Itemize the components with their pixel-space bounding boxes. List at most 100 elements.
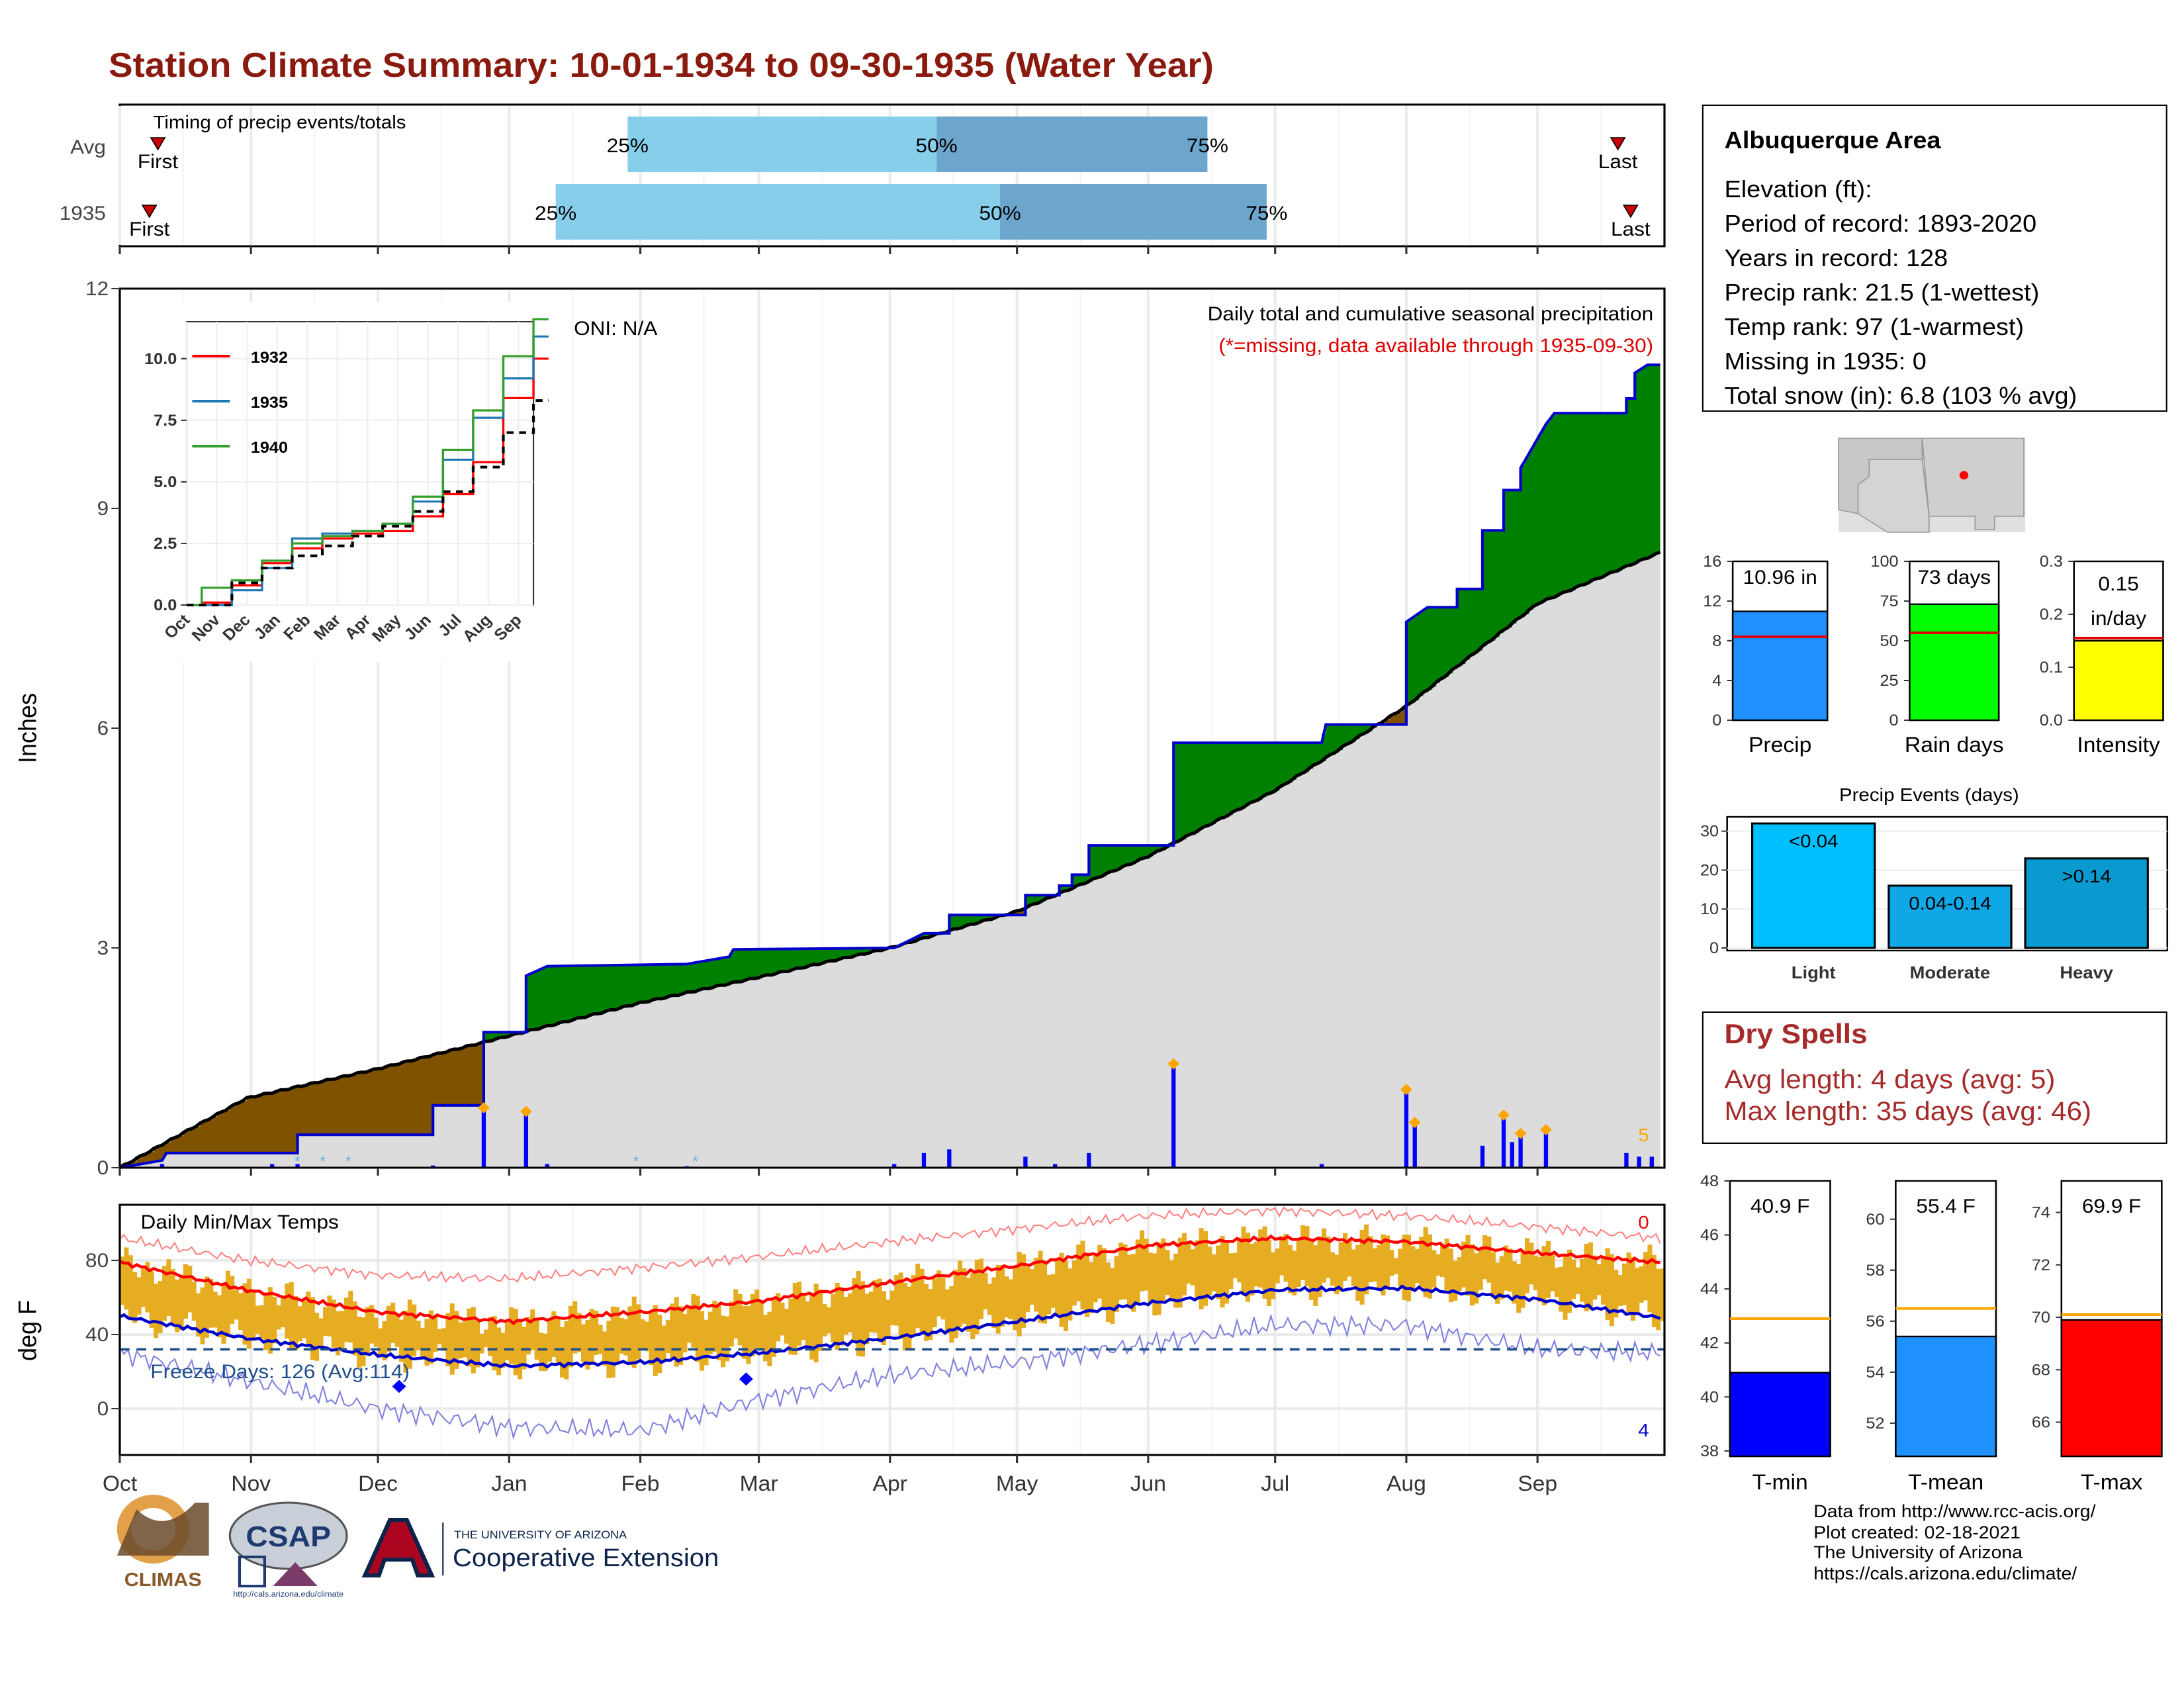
- daily-temp-bar: [1453, 1260, 1458, 1301]
- daily-temp-bar: [175, 1280, 180, 1333]
- daily-temp-bar: [712, 1300, 717, 1352]
- daily-temp-bar: [407, 1299, 412, 1369]
- first-event-marker: [150, 137, 166, 151]
- daily-temp-bar: [868, 1291, 874, 1333]
- heavy-day-marker: [1514, 1127, 1527, 1139]
- daily-temp-bar: [1393, 1258, 1398, 1274]
- legend-1932: 1932: [251, 350, 288, 367]
- avg-min-line: [118, 1284, 1661, 1369]
- timing-label-50: 50%: [979, 202, 1021, 224]
- daily-temp-bar: [707, 1311, 713, 1354]
- daily-temp-bar: [1308, 1239, 1314, 1300]
- summary-label: Intensity: [2077, 733, 2160, 757]
- snow-marker: *: [295, 1154, 300, 1170]
- daily-precip-bar: [892, 1164, 897, 1168]
- daily-temp-bar: [428, 1310, 433, 1364]
- daily-temp-bar: [995, 1264, 1001, 1334]
- daily-temp-bar: [551, 1311, 557, 1358]
- daily-temp-bar: [314, 1313, 320, 1361]
- daily-temp-bar: [1486, 1236, 1492, 1283]
- temp-summary-y-tick: 46: [1700, 1227, 1719, 1244]
- daily-temp-bar: [615, 1307, 620, 1365]
- last-event-label: Last: [1611, 218, 1651, 240]
- month-label-apr: Apr: [873, 1472, 907, 1495]
- daily-temp-bar: [1008, 1279, 1013, 1319]
- daily-temp-bar: [771, 1297, 776, 1357]
- daily-temp-bar: [437, 1329, 442, 1344]
- daily-temp-bar: [234, 1289, 239, 1320]
- daily-temp-bar: [1224, 1241, 1229, 1304]
- temp-summary-y-tick: 38: [1700, 1442, 1719, 1460]
- daily-temp-bar: [1524, 1238, 1530, 1293]
- temp-summary-y-tick: 56: [1866, 1313, 1884, 1330]
- daily-temp-bar: [1050, 1274, 1056, 1308]
- temp-summary-bar-t-mean: [1895, 1335, 1997, 1458]
- daily-temp-bar: [1017, 1252, 1022, 1336]
- timing-label-25: 25%: [607, 134, 649, 157]
- daily-temp-bar: [610, 1306, 615, 1378]
- heavy-day-marker: [477, 1102, 490, 1113]
- daily-temp-bar: [894, 1275, 899, 1326]
- daily-temp-bar: [1571, 1259, 1576, 1299]
- daily-temp-bar: [1402, 1235, 1407, 1300]
- daily-temp-bar: [416, 1321, 421, 1351]
- daily-temp-bar: [1089, 1262, 1094, 1313]
- daily-temp-bar: [322, 1307, 328, 1336]
- daily-temp-bar: [1368, 1236, 1373, 1283]
- daily-temp-bar: [966, 1278, 971, 1332]
- daily-precip-bar: [1649, 1156, 1654, 1168]
- summary-y-tick: 75: [1880, 593, 1898, 610]
- station-location-marker: [1959, 471, 1969, 480]
- daily-temp-bar: [154, 1284, 159, 1338]
- daily-temp-bar: [136, 1277, 142, 1315]
- daily-temp-bar: [716, 1303, 721, 1360]
- snow-marker: *: [633, 1154, 639, 1170]
- station-precip-rank: Precip rank: 21.5 (1-wettest): [1724, 279, 2040, 306]
- daily-temp-bar: [970, 1272, 976, 1340]
- record-max-line: [119, 1206, 1661, 1283]
- daily-temp-bar: [1156, 1242, 1161, 1315]
- daily-temp-bar: [1076, 1244, 1081, 1301]
- daily-temp-bar: [691, 1293, 696, 1348]
- inset-chart: 0.02.55.07.510.0OctNovDecJanFebMarAprMay…: [134, 302, 549, 662]
- daily-temp-bar: [741, 1306, 747, 1359]
- daily-temp-bar: [378, 1328, 383, 1358]
- heavy-day-marker: [1408, 1117, 1421, 1129]
- state-map: [1838, 438, 2026, 533]
- month-label-jul: Jul: [1261, 1472, 1289, 1495]
- daily-temp-bar: [936, 1270, 942, 1317]
- daily-temp-bar: [813, 1284, 819, 1363]
- dry-spells-title: Dry Spells: [1724, 1019, 1868, 1050]
- daily-temp-bar: [1592, 1255, 1598, 1300]
- daily-temp-bar: [729, 1301, 734, 1347]
- month-label-mar: Mar: [740, 1472, 778, 1495]
- dry-spells-avg: Avg length: 4 days (avg: 5): [1724, 1066, 2056, 1095]
- daily-temp-bar: [1385, 1235, 1390, 1288]
- daily-temp-bar: [1165, 1250, 1170, 1295]
- daily-temp-bar: [1410, 1246, 1416, 1291]
- daily-temp-bar: [1317, 1236, 1322, 1297]
- summary-y-tick: 0.1: [2040, 659, 2063, 677]
- daily-temp-bar: [267, 1287, 273, 1354]
- daily-precip-bar: [270, 1164, 275, 1168]
- summary-y-tick: 100: [1870, 553, 1898, 571]
- daily-temp-bar: [1084, 1252, 1089, 1317]
- daily-temp-bar: [1651, 1254, 1657, 1327]
- summary-y-tick: 4: [1712, 673, 1721, 690]
- daily-temp-bar: [1499, 1256, 1504, 1299]
- summary-y-tick: 16: [1703, 553, 1721, 571]
- snow-marker: *: [692, 1154, 698, 1170]
- credit-university: The University of Arizona: [1813, 1542, 2023, 1562]
- daily-temp-bar: [682, 1314, 688, 1353]
- csap-url: http://cals.arizona.edu/climate: [233, 1589, 343, 1599]
- daily-temp-bar: [547, 1320, 552, 1362]
- daily-temp-bar: [357, 1316, 362, 1368]
- timing-row-avg-label: Avg: [70, 136, 106, 158]
- timing-label-25: 25%: [535, 202, 576, 224]
- daily-temp-bar: [940, 1278, 946, 1320]
- daily-temp-bar: [847, 1293, 852, 1333]
- daily-temp-bar: [1262, 1226, 1267, 1299]
- daily-temp-bar: [1554, 1268, 1559, 1297]
- temp-y-tick: 0: [97, 1397, 109, 1420]
- ua-big-text: Cooperative Extension: [453, 1544, 719, 1572]
